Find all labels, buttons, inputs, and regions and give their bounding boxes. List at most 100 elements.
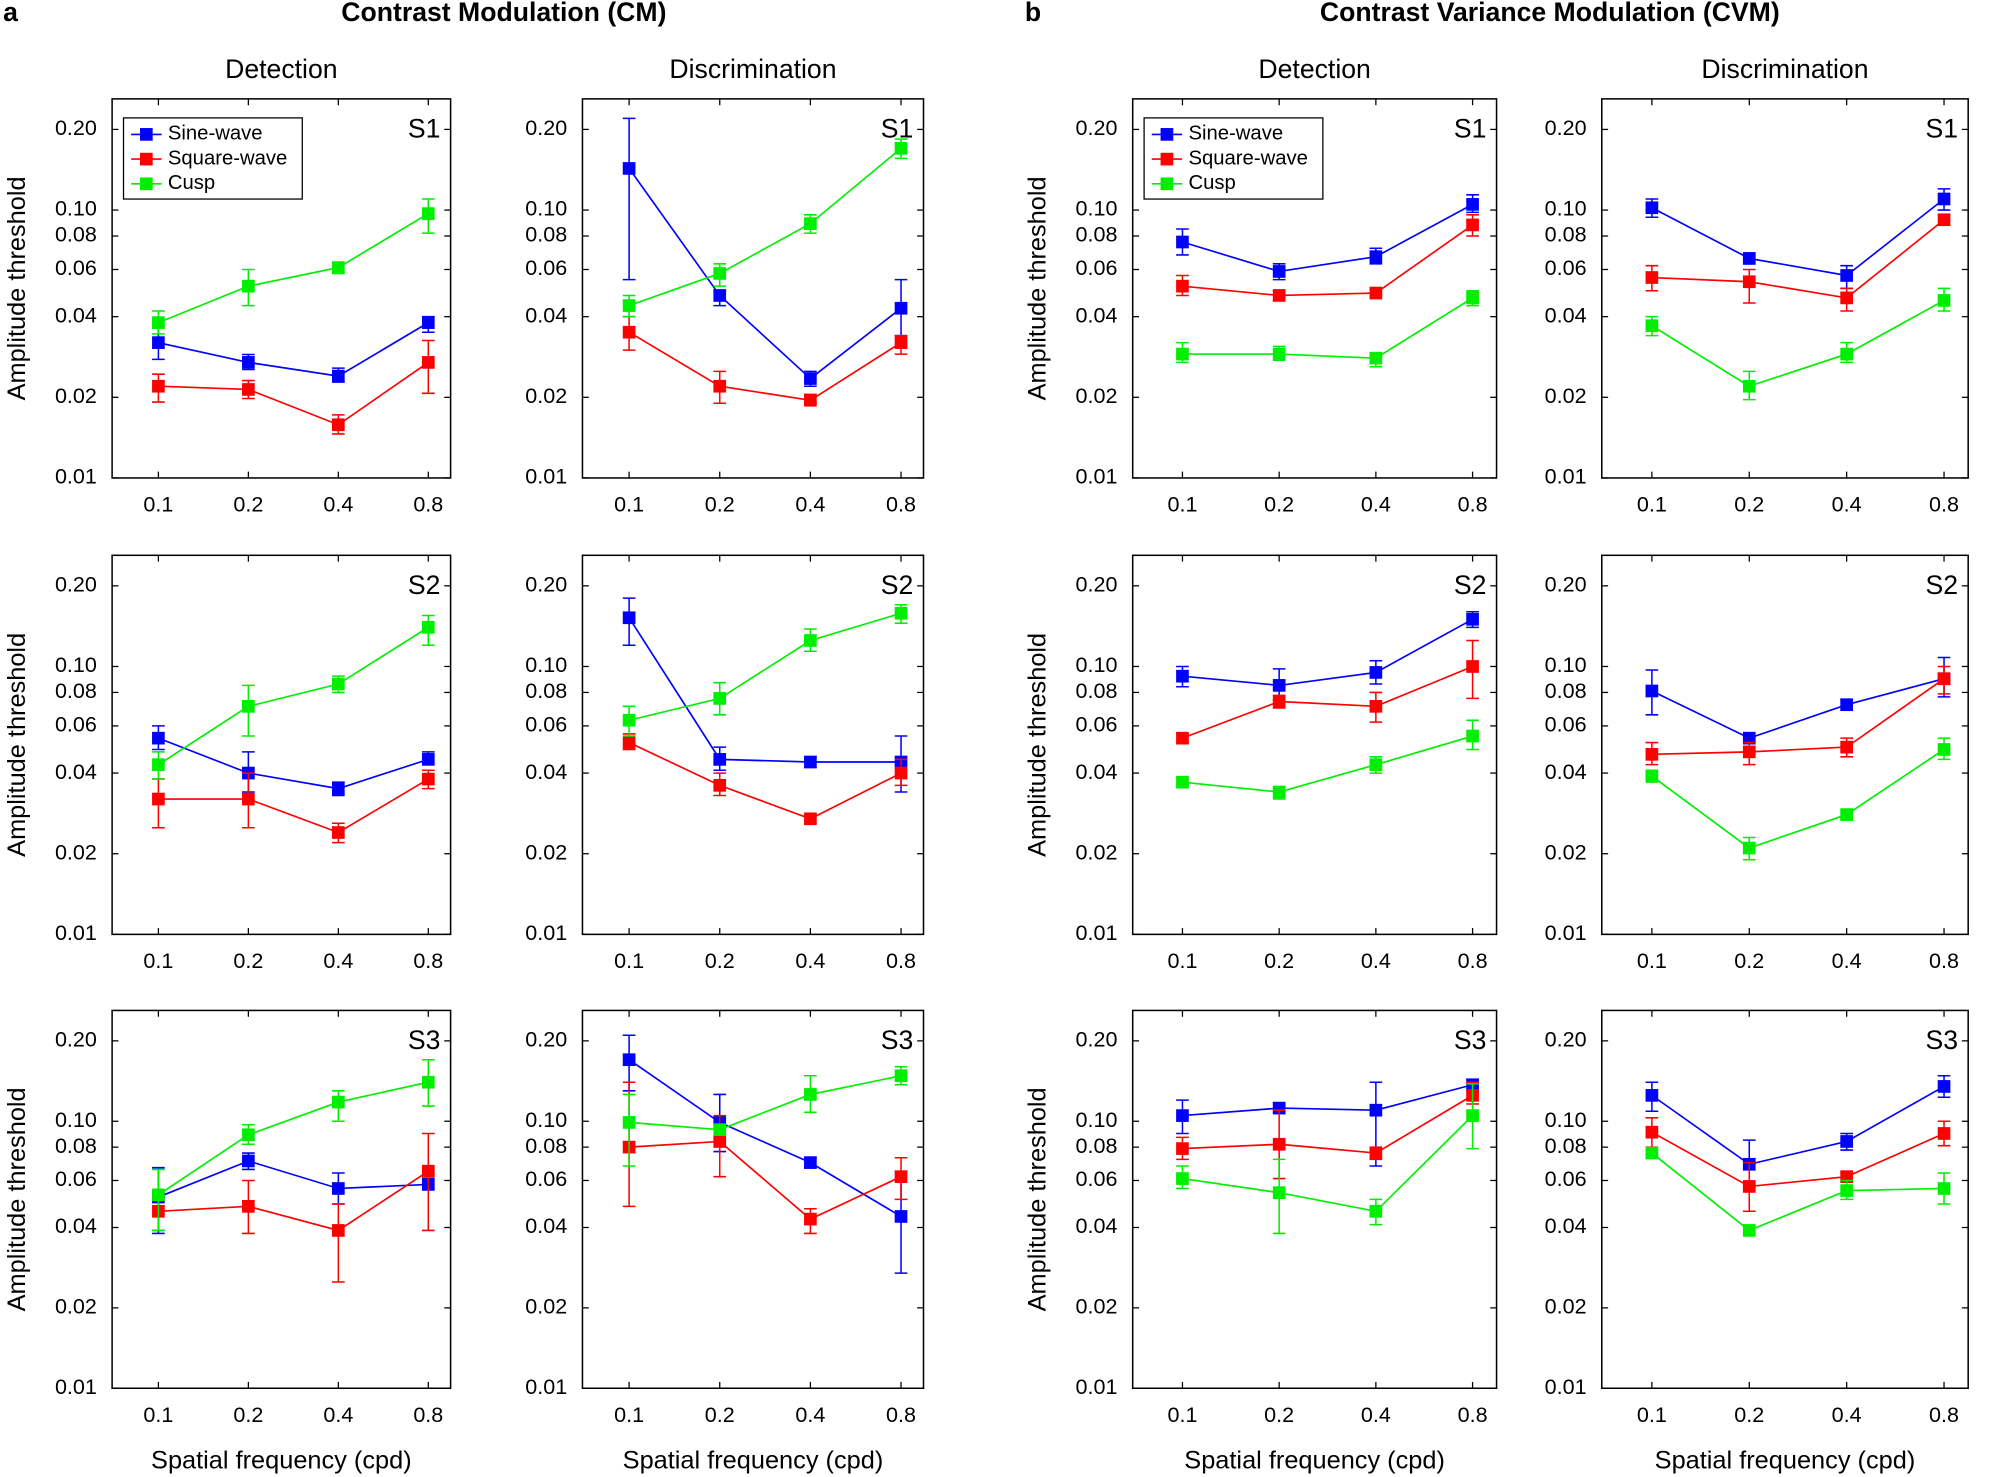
y-tick-label: 0.04 <box>1545 302 1587 327</box>
marker <box>1742 1224 1756 1237</box>
marker <box>1742 841 1756 855</box>
y-tick-label: 0.04 <box>1545 1213 1587 1238</box>
series-line <box>158 212 429 324</box>
y-tick-label: 0.06 <box>1545 1166 1587 1191</box>
y-tick-label: 0.10 <box>1545 1107 1587 1132</box>
y-tick-label: 0.08 <box>1545 222 1587 247</box>
marker <box>894 1210 908 1223</box>
y-tick-label: 0.02 <box>55 1294 97 1319</box>
y-tick-label: 0.01 <box>1545 920 1587 945</box>
marker <box>1840 1184 1853 1197</box>
marker <box>1742 731 1756 745</box>
y-tick-label: 0.08 <box>1545 678 1587 703</box>
y-tick-label: 0.08 <box>55 222 97 247</box>
y-tick-label: 0.08 <box>55 678 97 703</box>
x-tick-label: 0.2 <box>233 948 263 973</box>
x-tick-label: 0.2 <box>705 1402 735 1427</box>
x-tick-label: 0.8 <box>886 1402 916 1427</box>
series-line <box>628 331 902 402</box>
marker <box>622 299 636 312</box>
x-tick-label: 0.8 <box>413 492 443 517</box>
y-tick-label: 0.20 <box>1545 572 1587 597</box>
marker <box>1937 672 1951 686</box>
series-line <box>158 778 429 834</box>
y-tick-label: 0.10 <box>55 1107 97 1132</box>
marker <box>1176 1172 1189 1185</box>
marker <box>1937 1182 1951 1195</box>
y-tick-label: 0.20 <box>1076 572 1118 597</box>
marker <box>242 699 255 713</box>
marker <box>622 713 636 727</box>
marker <box>1742 252 1756 265</box>
x-tick-label: 0.4 <box>323 1402 353 1427</box>
marker <box>1937 1127 1951 1140</box>
marker <box>1840 808 1853 821</box>
marker <box>622 611 636 625</box>
marker <box>1645 1125 1659 1139</box>
panel-label: S3 <box>881 1025 914 1055</box>
marker <box>1466 291 1479 305</box>
panel-label: S3 <box>1454 1025 1487 1055</box>
marker <box>331 1182 345 1195</box>
y-tick-label: 0.01 <box>525 1374 567 1399</box>
y-tick-label: 0.04 <box>525 302 567 327</box>
plot-frame <box>111 98 452 479</box>
marker <box>421 1164 435 1178</box>
y-axis-label: Amplitude threshold <box>3 1087 31 1311</box>
marker <box>804 634 817 647</box>
series-line <box>1651 1085 1945 1166</box>
y-tick-label: 0.06 <box>1076 255 1118 280</box>
series-line <box>628 147 902 307</box>
column-title: Detection <box>1258 54 1370 84</box>
y-tick-label: 0.04 <box>1076 1213 1118 1238</box>
x-tick-label: 0.2 <box>705 948 735 973</box>
marker <box>331 677 345 691</box>
x-tick-label: 0.8 <box>413 1402 443 1427</box>
marker <box>1937 1080 1951 1093</box>
error-bar <box>331 1203 345 1283</box>
marker <box>1272 289 1286 302</box>
column-title: Discrimination <box>669 54 836 84</box>
series-line <box>1182 224 1474 297</box>
y-tick-label: 0.20 <box>525 1027 567 1052</box>
y-tick-label: 0.06 <box>525 712 567 737</box>
marker <box>1369 699 1383 713</box>
x-tick-label: 0.2 <box>1264 492 1294 517</box>
x-tick-label: 0.4 <box>795 948 825 973</box>
marker <box>242 1200 255 1213</box>
marker <box>1176 347 1189 361</box>
x-tick-label: 0.1 <box>614 948 644 973</box>
x-tick-label: 0.2 <box>233 492 263 517</box>
panel-label: S2 <box>1925 570 1958 600</box>
panel-label: S2 <box>408 570 441 600</box>
series-line <box>158 1160 429 1198</box>
x-tick-label: 0.2 <box>1264 1402 1294 1427</box>
x-tick-label: 0.8 <box>413 948 443 973</box>
marker <box>1742 379 1756 393</box>
legend-entry: Sine-wave <box>168 123 263 145</box>
y-tick-label: 0.04 <box>525 759 567 784</box>
x-tick-label: 0.2 <box>1734 492 1764 517</box>
marker <box>804 1156 817 1169</box>
marker <box>804 372 817 385</box>
error-bar <box>622 1093 636 1167</box>
x-axis-label: Spatial frequency (cpd) <box>151 1446 412 1474</box>
x-tick-label: 0.8 <box>1929 1402 1959 1427</box>
panel-label: S1 <box>1454 114 1487 144</box>
y-tick-label: 0.02 <box>1545 383 1587 408</box>
marker <box>1645 747 1659 761</box>
y-tick-label: 0.06 <box>525 1166 567 1191</box>
marker <box>1645 319 1659 333</box>
marker <box>894 301 908 315</box>
group-title: Contrast Modulation (CM) <box>341 0 666 27</box>
marker <box>331 418 345 432</box>
x-tick-label: 0.4 <box>795 492 825 517</box>
x-tick-label: 0.1 <box>143 492 173 517</box>
plot-frame <box>1131 1009 1498 1390</box>
marker <box>1742 745 1756 759</box>
x-axis-label: Spatial frequency (cpd) <box>623 1446 884 1474</box>
marker <box>1840 347 1853 361</box>
y-tick-label: 0.02 <box>1076 1294 1118 1319</box>
marker <box>804 1088 817 1101</box>
plot-frame <box>1601 554 1969 936</box>
